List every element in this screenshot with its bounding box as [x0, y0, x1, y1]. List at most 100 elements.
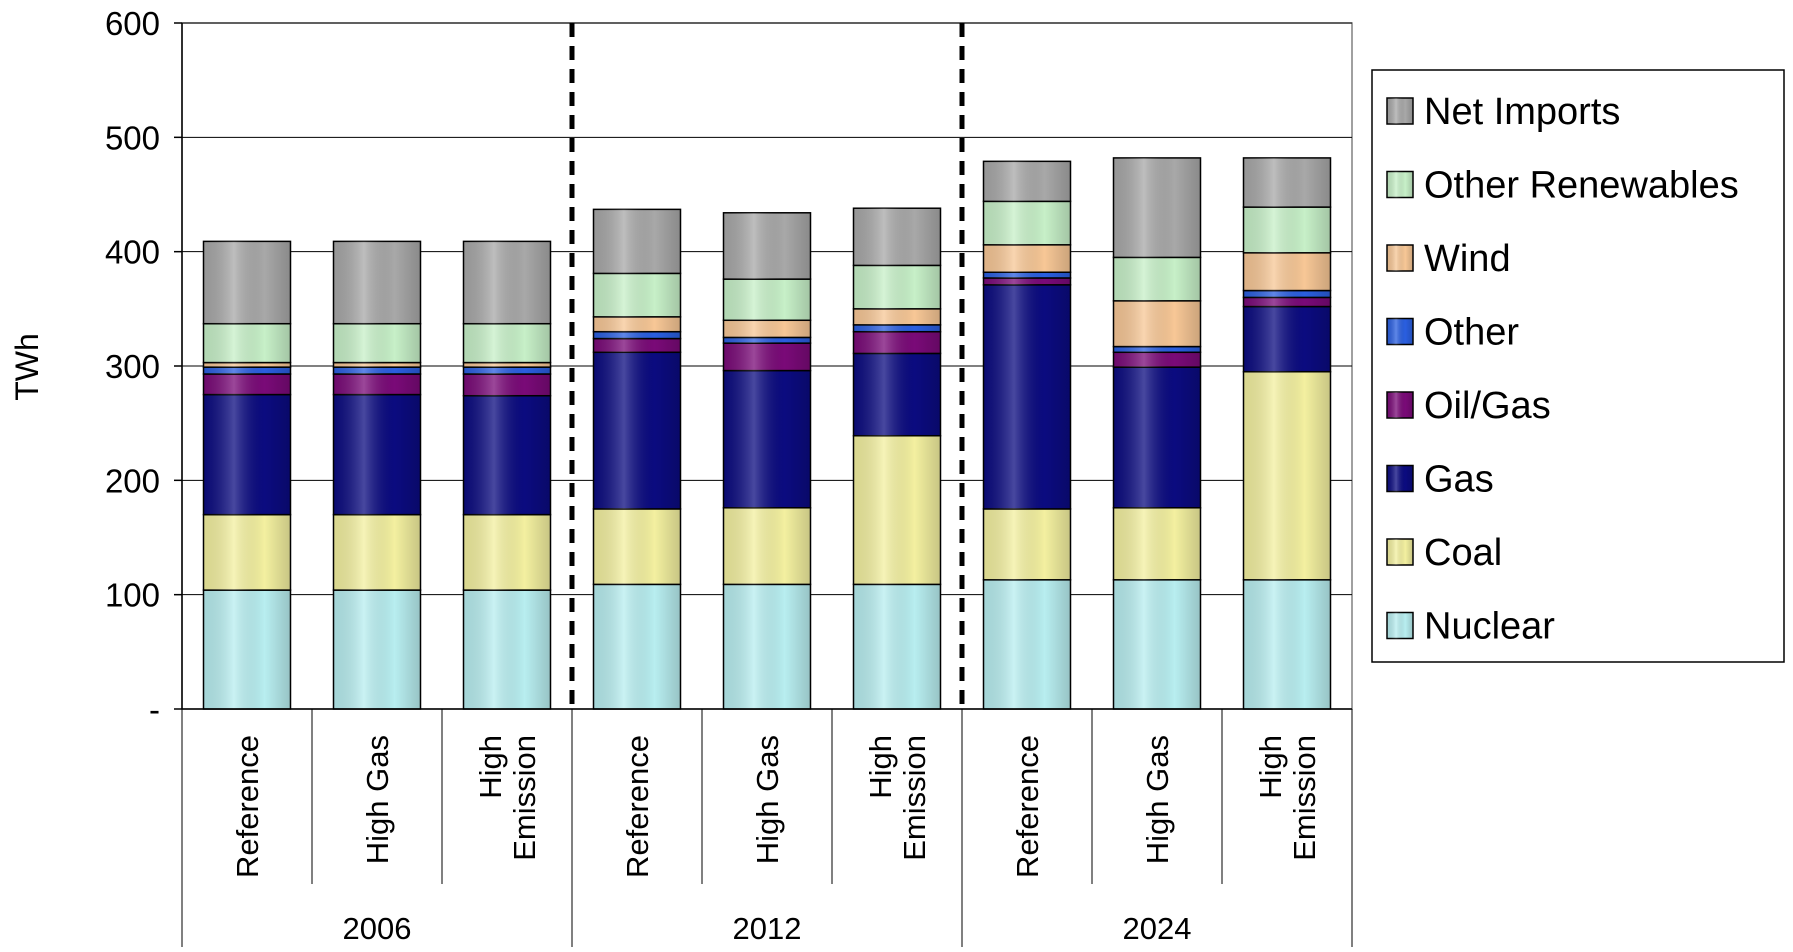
bar-shading — [203, 241, 291, 324]
bar-shading — [723, 370, 811, 508]
legend-swatch-shading — [1387, 612, 1413, 639]
y-tick-label: 500 — [105, 119, 160, 156]
bar-shading — [463, 395, 551, 515]
bar-shading — [1243, 157, 1331, 208]
bar-shading — [853, 265, 941, 309]
legend-label: Wind — [1424, 238, 1511, 280]
bar-shading — [1243, 290, 1331, 298]
bar-shading — [983, 161, 1071, 202]
bar-shading — [723, 584, 811, 709]
bar-shading — [333, 367, 421, 375]
bar-shading — [1113, 352, 1201, 368]
bar-shading — [983, 284, 1071, 509]
bar-shading — [203, 374, 291, 395]
bar-shading — [203, 394, 291, 515]
legend-label: Other — [1424, 312, 1519, 354]
x-group-label: 2012 — [733, 911, 802, 946]
legend-box — [1371, 69, 1785, 663]
legend-label: Oil/Gas — [1424, 385, 1551, 427]
bar-shading — [853, 331, 941, 354]
bars — [202, 157, 1332, 710]
y-tick-label: 200 — [105, 462, 160, 499]
bar-shading — [983, 201, 1071, 245]
bar-shading — [853, 324, 941, 332]
y-tick-label: 400 — [105, 234, 160, 271]
bar-shading — [333, 323, 421, 363]
legend-swatch-shading — [1387, 392, 1413, 418]
bar-shading — [333, 374, 421, 395]
legend-swatch-shading — [1387, 465, 1413, 492]
bar-shading — [333, 514, 421, 591]
bar-shading — [593, 331, 681, 339]
y-axis: - 100 200 300 400 500 600 — [105, 5, 183, 728]
bar-shading — [853, 353, 941, 436]
x-category-label: High — [1253, 735, 1288, 799]
bar-shading — [723, 337, 811, 344]
bar-shading — [333, 590, 421, 709]
bar-shading — [463, 590, 551, 709]
legend-swatch-shading — [1387, 318, 1413, 345]
y-tick-label: 300 — [105, 348, 160, 385]
bar-shading — [853, 435, 941, 585]
bar-shading — [463, 323, 551, 363]
x-group-label: 2006 — [343, 911, 412, 946]
legend-swatch-shading — [1387, 98, 1413, 124]
bar-shading — [723, 212, 811, 280]
y-axis-title: TWh — [9, 333, 45, 401]
bar-shading — [333, 362, 421, 368]
bar-shading — [723, 320, 811, 338]
legend-swatch-shading — [1387, 539, 1413, 565]
bar-shading — [593, 352, 681, 509]
legend-label: Nuclear — [1424, 606, 1555, 648]
x-category-label: Emission — [507, 735, 542, 861]
bar-shading — [593, 273, 681, 317]
y-tick-label: 100 — [105, 577, 160, 614]
legend: Net Imports Other Renewables Wind Other Oil/… — [1371, 69, 1785, 663]
bar-shading — [203, 367, 291, 375]
x-category-label: Reference — [620, 735, 655, 878]
bar-shading — [333, 241, 421, 324]
legend-label: Gas — [1424, 459, 1494, 501]
x-category-label: Emission — [1287, 735, 1322, 861]
x-category-label: High Gas — [750, 735, 785, 864]
legend-label: Coal — [1424, 532, 1502, 574]
x-category-label: High Gas — [360, 735, 395, 864]
bar-shading — [463, 514, 551, 591]
bar-shading — [593, 508, 681, 585]
bar-shading — [983, 272, 1071, 278]
y-tick-label: - — [149, 691, 160, 728]
bar-shading — [1113, 300, 1201, 347]
bar-shading — [983, 244, 1071, 273]
bar-shading — [1113, 157, 1201, 258]
bar-shading — [983, 508, 1071, 580]
x-category-label: Emission — [897, 735, 932, 861]
bar-shading — [1113, 346, 1201, 353]
bar-shading — [723, 507, 811, 585]
bar-shading — [983, 579, 1071, 709]
bar-shading — [1113, 507, 1201, 580]
x-axis: Reference High Gas High Emission Reference Hi… — [181, 708, 1353, 947]
bar-shading — [463, 374, 551, 396]
x-category-label: Reference — [230, 735, 265, 878]
bar-shading — [723, 343, 811, 371]
bar-shading — [333, 394, 421, 515]
bar-shading — [1113, 257, 1201, 301]
bar-shading — [723, 279, 811, 321]
bar-shading — [203, 514, 291, 591]
bar-shading — [1243, 579, 1331, 709]
bar-shading — [463, 241, 551, 324]
bar-shading — [593, 209, 681, 274]
bar-shading — [1243, 371, 1331, 580]
x-category-label: High — [863, 735, 898, 799]
x-category-label: Reference — [1010, 735, 1045, 878]
bar-shading — [983, 277, 1071, 285]
x-category-label: High — [473, 735, 508, 799]
y-tick-label: 600 — [105, 5, 160, 42]
bar-shading — [593, 316, 681, 332]
x-group-label: 2024 — [1123, 911, 1192, 946]
legend-label: Other Renewables — [1424, 165, 1739, 207]
legend-swatch-shading — [1387, 245, 1413, 271]
bar-shading — [1113, 367, 1201, 508]
x-category-label: High Gas — [1140, 735, 1175, 864]
bar-shading — [1113, 579, 1201, 709]
